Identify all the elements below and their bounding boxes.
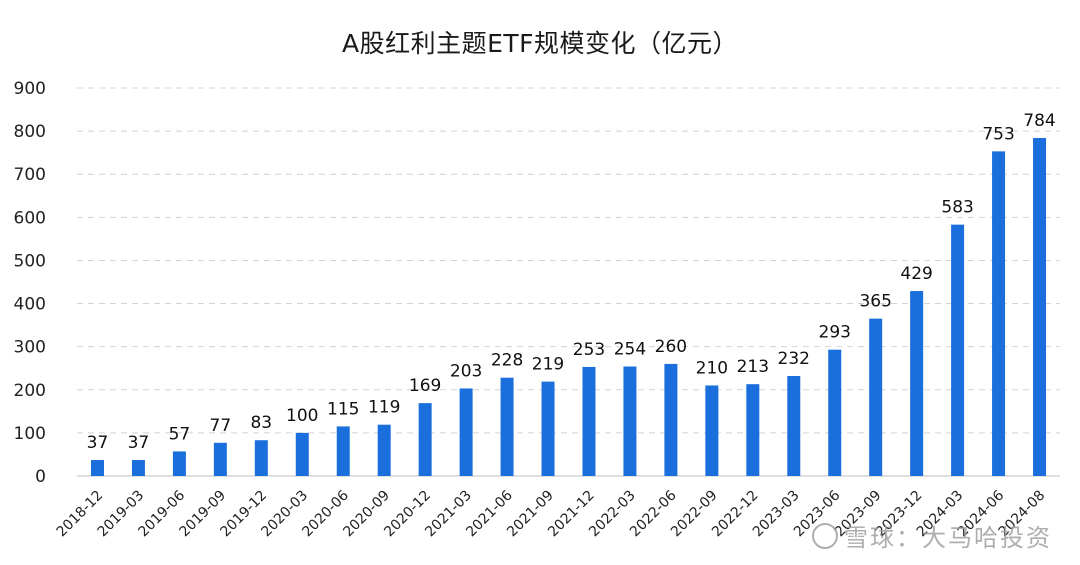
bar	[336, 426, 350, 476]
data-label: 365	[859, 292, 891, 312]
bar	[869, 318, 883, 476]
y-tick-label: 700	[14, 165, 46, 185]
bar	[623, 366, 637, 476]
bar	[254, 440, 268, 476]
bar	[828, 349, 842, 476]
y-tick-label: 900	[14, 79, 46, 99]
bar	[951, 224, 965, 476]
bar	[90, 460, 104, 476]
y-tick-label: 300	[14, 338, 46, 358]
gridlines	[77, 87, 1060, 477]
data-label: 253	[573, 340, 605, 360]
y-tick-label: 100	[14, 424, 46, 444]
data-label: 260	[655, 337, 687, 357]
data-label: 115	[327, 399, 359, 419]
bar	[500, 377, 514, 476]
data-label: 57	[169, 424, 191, 444]
bar	[418, 403, 432, 476]
data-label: 100	[286, 406, 318, 426]
data-label: 429	[900, 264, 932, 284]
bar	[131, 460, 145, 476]
data-label: 232	[778, 349, 810, 369]
y-tick-label: 200	[14, 381, 46, 401]
data-label: 119	[368, 398, 400, 418]
data-label: 203	[450, 361, 482, 381]
data-label: 293	[819, 323, 851, 343]
bar	[705, 385, 719, 476]
bar	[746, 384, 760, 476]
data-labels: 37 37 57 77 83 100 115 119 169 203 228 219 253 254 260…	[87, 111, 1056, 453]
bar	[172, 451, 186, 476]
data-label: 77	[210, 416, 232, 436]
y-tick-label: 400	[14, 295, 46, 315]
data-label: 213	[737, 357, 769, 377]
data-label: 37	[128, 433, 150, 453]
watermark: 雪球：大马哈投资	[812, 518, 1052, 553]
watermark-text: 雪球：大马哈投资	[844, 524, 1052, 552]
data-label: 169	[409, 376, 441, 396]
bar	[213, 442, 227, 476]
y-tick-label: 800	[14, 122, 46, 142]
data-label: 219	[532, 355, 564, 375]
bar	[1033, 138, 1047, 476]
bar	[910, 291, 924, 476]
y-tick-label: 500	[14, 251, 46, 271]
data-label: 228	[491, 351, 523, 371]
data-label: 210	[696, 358, 728, 378]
data-label: 254	[614, 339, 646, 359]
bar	[377, 424, 391, 476]
bars	[90, 138, 1047, 476]
bar	[664, 363, 678, 476]
y-tick-label: 600	[14, 208, 46, 228]
y-tick-label: 0	[35, 467, 46, 487]
bar	[295, 432, 309, 476]
bar	[787, 375, 801, 476]
data-label: 37	[87, 433, 109, 453]
bar	[992, 151, 1006, 476]
data-label: 784	[1023, 111, 1055, 131]
y-axis-ticks: 0 100 200 300 400 500 600 700 800 900	[14, 79, 46, 487]
watermark-logo-icon	[812, 523, 838, 549]
data-label: 83	[250, 413, 272, 433]
bar	[459, 388, 473, 476]
data-label: 583	[941, 198, 973, 218]
chart-title: A股红利主题ETF规模变化（亿元）	[341, 29, 739, 58]
bar	[541, 381, 555, 476]
bar	[582, 366, 596, 476]
data-label: 753	[982, 124, 1014, 144]
